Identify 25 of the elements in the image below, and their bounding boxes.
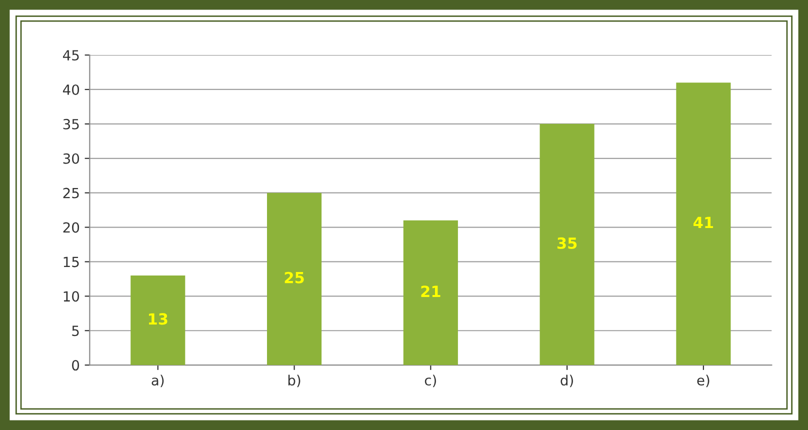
- data-label: 25: [284, 272, 304, 284]
- y-tick-label: 10: [64, 291, 80, 302]
- y-tick-label: 35: [63, 118, 79, 130]
- y-tick-label: 5: [72, 326, 79, 336]
- data-label: 21: [421, 286, 440, 297]
- y-tick-label: 25: [63, 188, 79, 198]
- bar: [130, 276, 186, 366]
- y-tick-label: 30: [63, 153, 80, 164]
- bar: [540, 124, 594, 366]
- y-tick-label: 15: [64, 256, 79, 268]
- bar: [403, 220, 458, 366]
- data-label: 41: [694, 216, 714, 228]
- y-tick-label: 0: [72, 360, 80, 371]
- data-label: 13: [148, 313, 168, 325]
- data-label: 35: [557, 237, 577, 249]
- y-tick-label: 20: [63, 222, 80, 233]
- y-tick-label: 40: [62, 84, 80, 95]
- bar: [266, 192, 322, 366]
- x-tick-label: c): [424, 374, 436, 388]
- x-tick-label: a): [152, 374, 164, 388]
- x-tick-label: e): [697, 374, 710, 388]
- x-tick-label: b): [288, 374, 300, 388]
- y-tick-label: 45: [62, 50, 79, 61]
- bar: [676, 82, 731, 366]
- x-tick-label: d): [560, 374, 573, 388]
